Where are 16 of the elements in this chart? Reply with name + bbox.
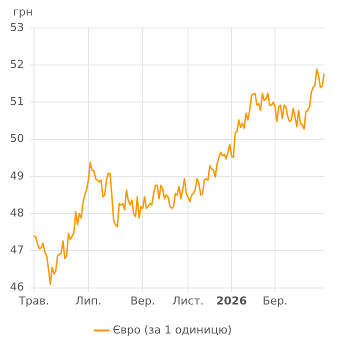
y-tick-label: 50: [10, 132, 24, 146]
x-tick-label: Лип.: [75, 294, 102, 308]
x-tick-label: Бер.: [262, 294, 288, 308]
y-tick-label: 47: [10, 244, 24, 257]
y-tick-label: 49: [10, 169, 24, 182]
y-tick-label: 53: [10, 20, 24, 34]
y-tick-label: 48: [10, 206, 24, 220]
x-tick-label: 2026: [216, 294, 248, 308]
y-axis-title: грн: [13, 5, 33, 18]
x-tick-label: Лист.: [172, 294, 204, 308]
y-tick-label: 51: [10, 95, 24, 108]
x-tick-label: Вер.: [130, 294, 156, 308]
y-tick-label: 46: [10, 280, 24, 294]
legend-label: Євро (за 1 одиницю): [112, 323, 232, 336]
y-tick-label: 52: [10, 58, 24, 71]
x-tick-label: Трав.: [18, 294, 50, 308]
